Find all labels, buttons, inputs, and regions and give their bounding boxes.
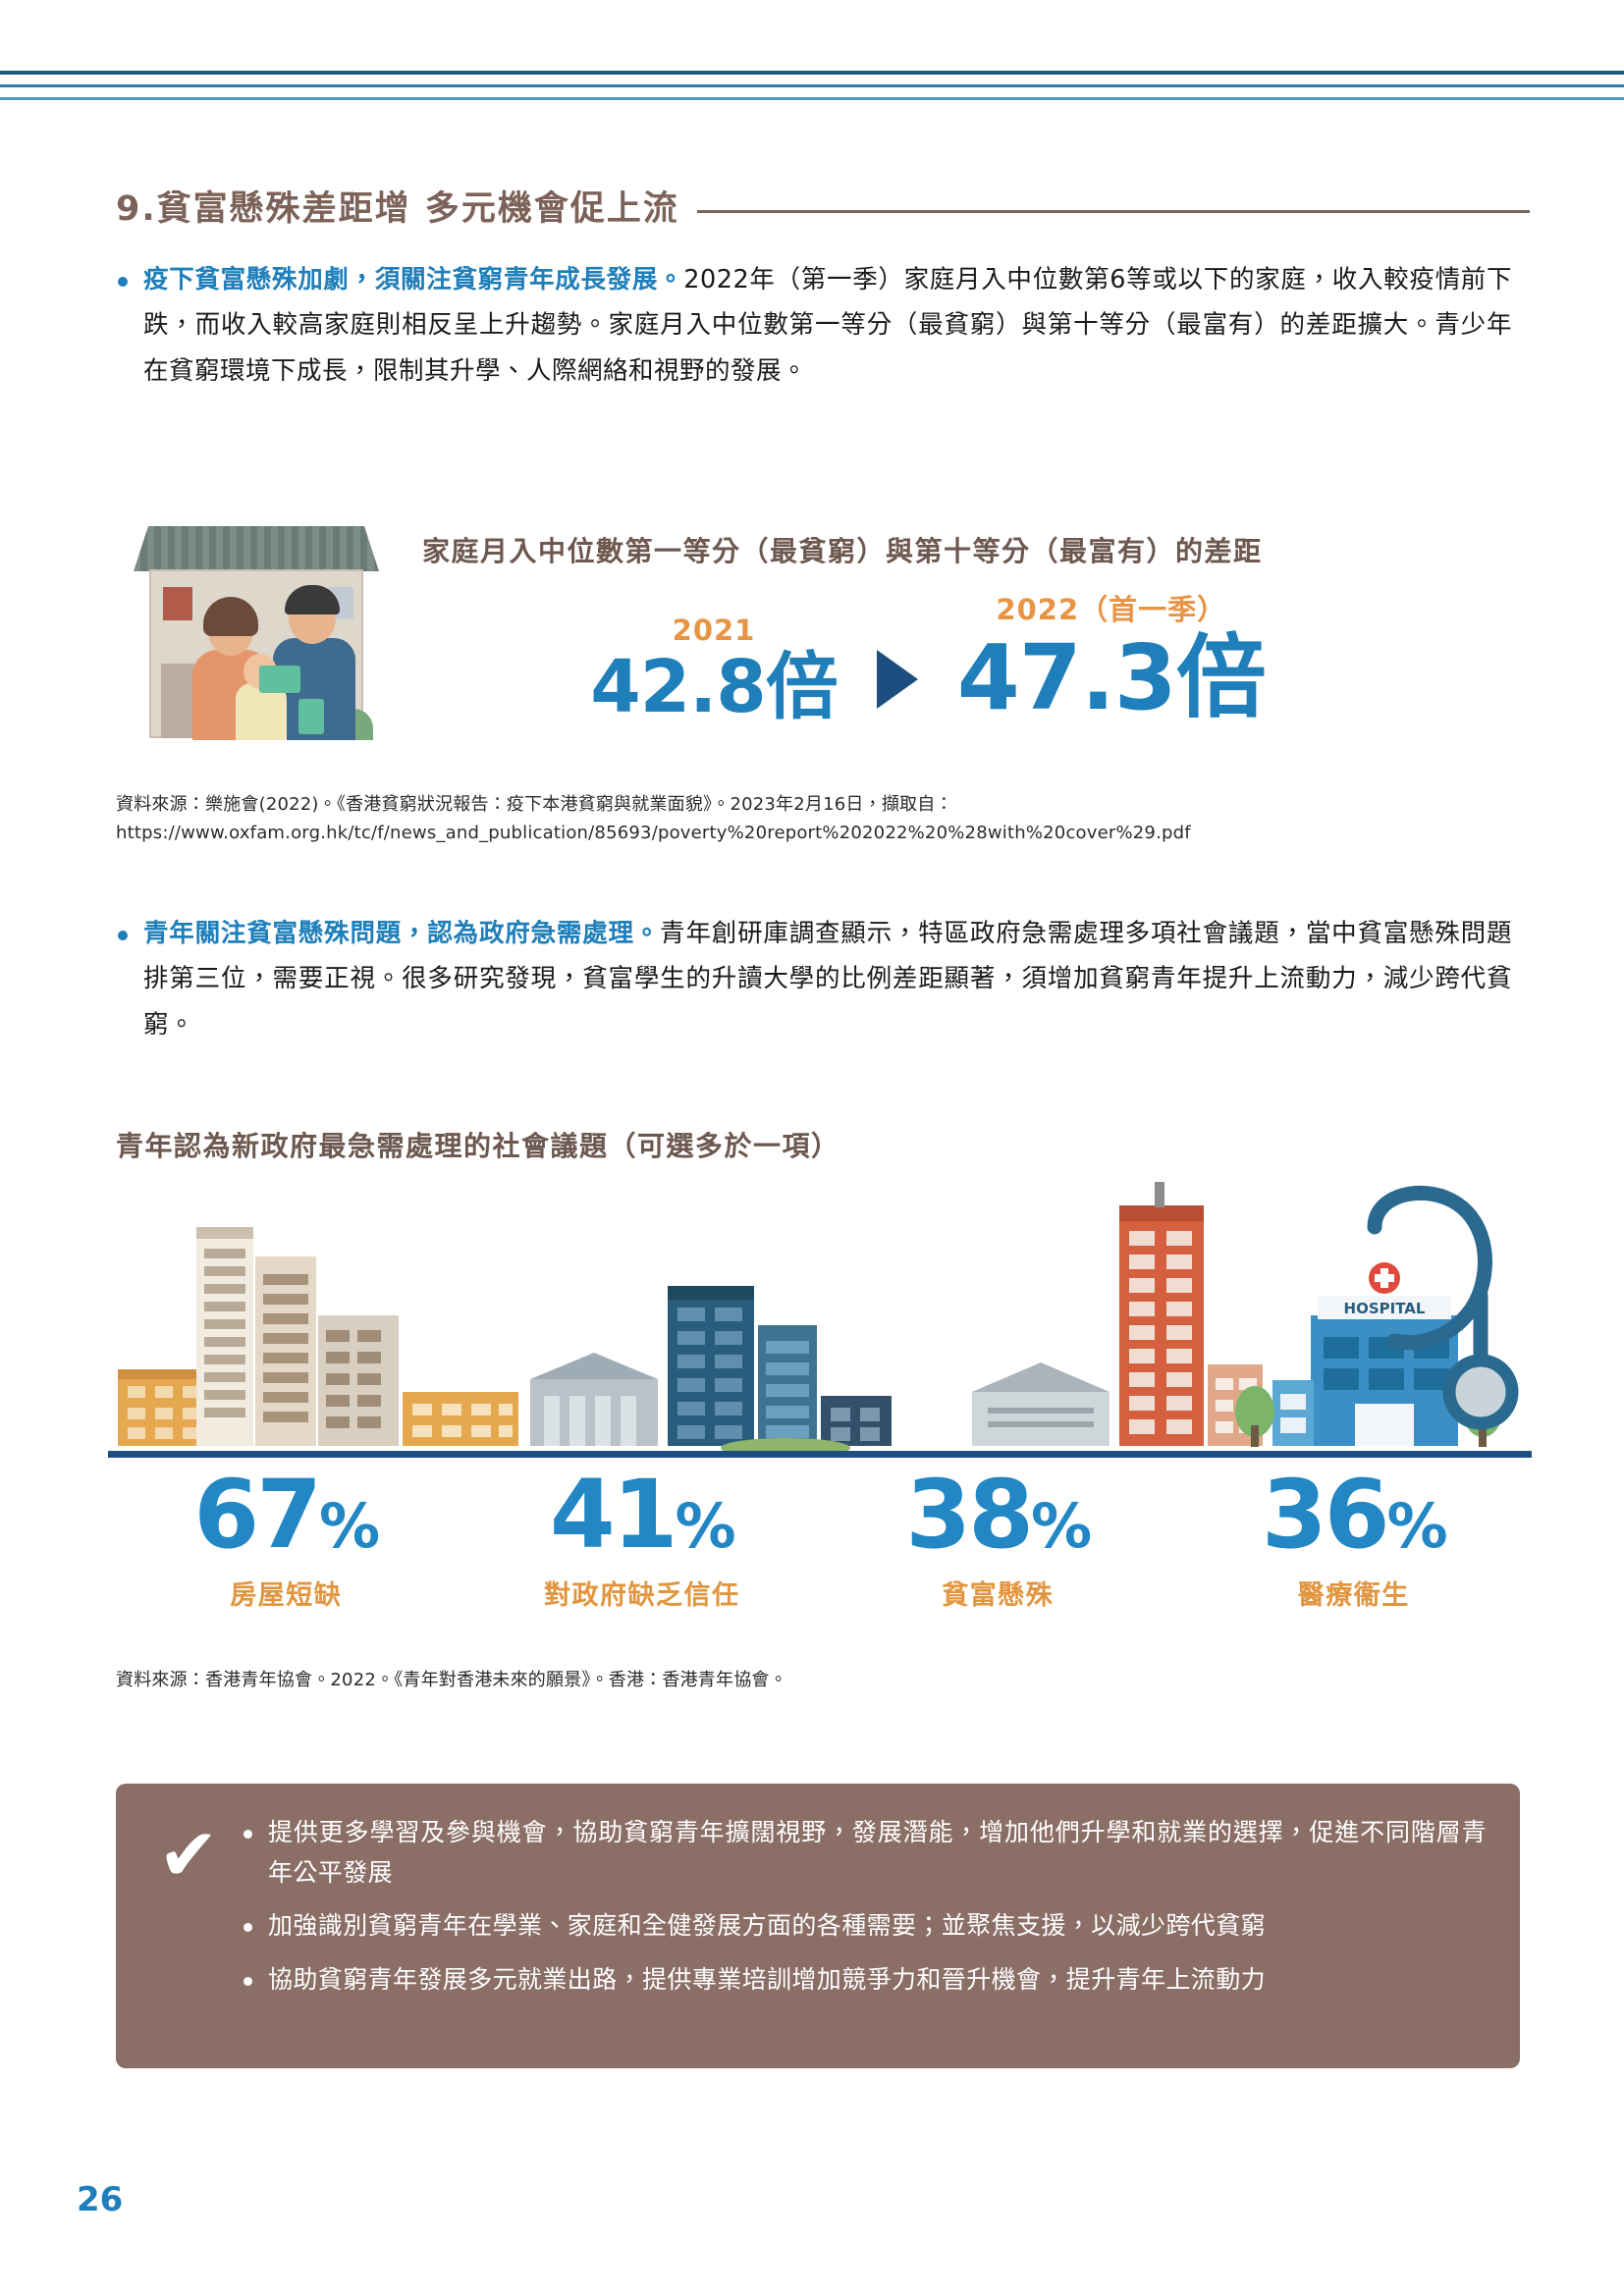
family-house-icon bbox=[106, 516, 410, 762]
recommendation-text-2: 協助貧窮青年發展多元就業出路，提供專業培訓增加競爭力和晉升機會，提升青年上流動力 bbox=[268, 1964, 1267, 1994]
bullet-paragraph-1: 疫下貧富懸殊加劇，須關注貧窮青年成長發展。2022年（第一季）家庭月入中位數第6… bbox=[118, 257, 1512, 394]
stat-label-1: 對政府缺乏信任 bbox=[544, 1580, 740, 1611]
residential-buildings-icon bbox=[118, 1227, 518, 1446]
stat-value-2: 38% bbox=[905, 1460, 1092, 1570]
citation-oxfam-line2: https://www.oxfam.org.hk/tc/f/news_and_p… bbox=[116, 823, 1191, 844]
page-number: 26 bbox=[77, 2180, 124, 2219]
citation-hkfyg: 資料來源：香港青年協會。2022。《青年對香港未來的願景》。香港：香港青年協會。 bbox=[116, 1666, 1520, 1694]
bullet-paragraph-2: 青年關注貧富懸殊問題，認為政府急需處理。青年創研庫調查顯示，特區政府急需處理多項… bbox=[118, 911, 1512, 1047]
bullet-dot-icon bbox=[118, 277, 128, 287]
mother-hair-shape bbox=[203, 597, 258, 636]
stat-value-1: 41% bbox=[549, 1460, 736, 1570]
wealth-gap-2022-value: 47.3倍 bbox=[956, 625, 1267, 730]
social-issues-stats: 67% 房屋短缺 41% 對政府缺乏信任 38% 貧富懸殊 36% 醫療衞生 bbox=[108, 1468, 1532, 1612]
stat-item-0: 67% 房屋短缺 bbox=[108, 1468, 464, 1612]
bullet-1-text: 2022年（第一季）家庭月入中位數第6等或以下的家庭，收入較疫情前下跌，而收入較… bbox=[143, 265, 1512, 386]
chart-title: 青年認為新政府最急需處理的社會議題（可選多於一項） bbox=[116, 1130, 840, 1162]
wealth-gap-2021-year: 2021 bbox=[672, 614, 756, 648]
cityscape-svg: HOSPITAL bbox=[108, 1182, 1532, 1458]
wealth-gap-2021-value: 42.8倍 bbox=[590, 645, 839, 730]
ground-line bbox=[108, 1451, 1532, 1458]
door-shape bbox=[161, 664, 194, 738]
rule-line-3 bbox=[0, 97, 1624, 100]
citation-oxfam: 資料來源：樂施會(2022)。《香港貧窮狀況報告：疫下本港貧窮與就業面貌》。20… bbox=[116, 790, 1520, 847]
stat-label-3: 醫療衞生 bbox=[1297, 1580, 1410, 1611]
citation-oxfam-line1: 資料來源：樂施會(2022)。《香港貧窮狀況報告：疫下本港貧窮與就業面貌》。20… bbox=[116, 794, 953, 815]
bullet-2-text: 青年創研庫調查顯示，特區政府急需處理多項社會議題，當中貧富懸殊問題排第三位，需要… bbox=[143, 919, 1512, 1040]
warehouse-tower-icon bbox=[972, 1182, 1263, 1446]
stethoscope-bell-icon bbox=[1442, 1354, 1519, 1430]
stat-label-2: 貧富懸殊 bbox=[942, 1580, 1055, 1611]
stat-item-1: 41% 對政府缺乏信任 bbox=[464, 1468, 821, 1612]
check-icon: ✔ bbox=[157, 1813, 219, 1897]
rule-line-2 bbox=[0, 84, 1624, 87]
wealth-gap-2022: 2022（首一季） 47.3倍 bbox=[956, 587, 1267, 730]
recommendation-bullet-icon bbox=[244, 1976, 252, 1986]
bullet-2-lead: 青年關注貧富懸殊問題，認為政府急需處理。 bbox=[143, 919, 661, 948]
stat-value-3: 36% bbox=[1261, 1460, 1448, 1570]
bullet-2-body: 青年關注貧富懸殊問題，認為政府急需處理。青年創研庫調查顯示，特區政府急需處理多項… bbox=[143, 911, 1512, 1047]
bullet-dot-icon bbox=[118, 931, 128, 940]
citation-hkfyg-line1: 資料來源：香港青年協會。2022。《青年對香港未來的願景》。香港：香港青年協會。 bbox=[116, 1670, 787, 1690]
recommendation-bullet-icon bbox=[244, 1923, 252, 1932]
stethoscope-icon bbox=[1367, 1185, 1492, 1368]
bullet-1-lead: 疫下貧富懸殊加劇，須關注貧窮青年成長發展。 bbox=[143, 265, 684, 294]
rule-line-1 bbox=[0, 71, 1624, 75]
cityscape-illustration: HOSPITAL bbox=[108, 1168, 1532, 1468]
wealth-gap-2021: 2021 42.8倍 bbox=[590, 614, 839, 730]
triangle-right-icon bbox=[876, 649, 918, 709]
section-heading: 9.貧富懸殊差距增 多元機會促上流 bbox=[116, 181, 1530, 231]
window-left-shape bbox=[163, 587, 192, 620]
recommendation-text-0: 提供更多學習及參與機會，協助貧窮青年擴闊視野，發展潛能，增加他們升學和就業的選擇… bbox=[268, 1818, 1487, 1887]
wealth-gap-infographic: 家庭月入中位數第一等分（最貧窮）與第十等分（最富有）的差距 2021 42.8倍… bbox=[98, 510, 1532, 766]
svg-text:HOSPITAL: HOSPITAL bbox=[1344, 1300, 1426, 1317]
wealth-gap-title: 家庭月入中位數第一等分（最貧窮）與第十等分（最富有）的差距 bbox=[422, 535, 1263, 567]
wealth-gap-values: 2021 42.8倍 2022（首一季） 47.3倍 bbox=[422, 587, 1434, 726]
card-green-2-shape bbox=[298, 699, 324, 734]
recommendation-bullet-icon bbox=[244, 1830, 252, 1839]
roof-shape bbox=[134, 526, 379, 571]
stat-item-3: 36% 醫療衞生 bbox=[1176, 1468, 1533, 1612]
recommendation-item: 提供更多學習及參與機會，協助貧窮青年擴闊視野，發展潛能，增加他們升學和就業的選擇… bbox=[244, 1813, 1487, 1893]
stat-label-0: 房屋短缺 bbox=[230, 1580, 343, 1611]
stat-value-0: 67% bbox=[193, 1460, 380, 1570]
recommendation-text-1: 加強識別貧窮青年在學業、家庭和全健發展方面的各種需要；並聚焦支援，以減少跨代貧窮 bbox=[268, 1911, 1267, 1940]
top-decorative-rules bbox=[0, 71, 1624, 130]
government-building-icon bbox=[530, 1286, 892, 1458]
section-heading-text: 9.貧富懸殊差距增 多元機會促上流 bbox=[116, 189, 679, 229]
section-heading-rule bbox=[696, 210, 1530, 213]
recommendation-item: 協助貧窮青年發展多元就業出路，提供專業培訓增加競爭力和晉升機會，提升青年上流動力 bbox=[244, 1960, 1487, 2001]
bullet-1-body: 疫下貧富懸殊加劇，須關注貧窮青年成長發展。2022年（第一季）家庭月入中位數第6… bbox=[143, 257, 1512, 394]
recommendation-item: 加強識別貧窮青年在學業、家庭和全健發展方面的各種需要；並聚焦支援，以減少跨代貧窮 bbox=[244, 1906, 1487, 1947]
card-green-1-shape bbox=[259, 666, 300, 693]
recommendations-list: 提供更多學習及參與機會，協助貧窮青年擴闊視野，發展潛能，增加他們升學和就業的選擇… bbox=[244, 1813, 1487, 2039]
recommendations-box: ✔ 提供更多學習及參與機會，協助貧窮青年擴闊視野，發展潛能，增加他們升學和就業的… bbox=[116, 1784, 1520, 2068]
stat-item-2: 38% 貧富懸殊 bbox=[820, 1468, 1176, 1612]
wealth-gap-2022-year: 2022（首一季） bbox=[996, 593, 1227, 626]
